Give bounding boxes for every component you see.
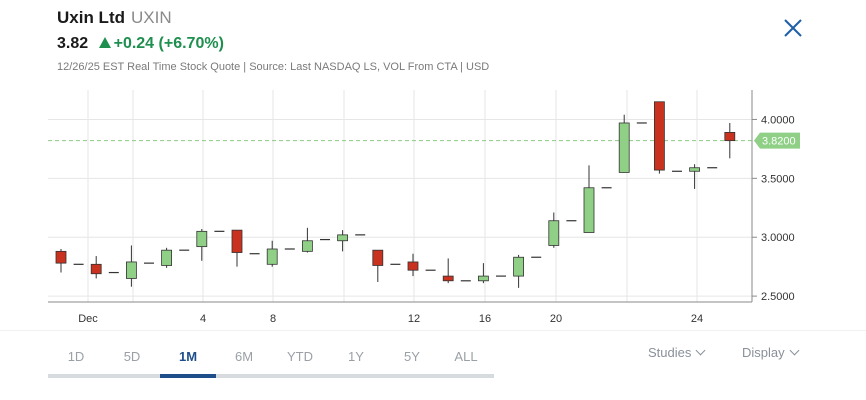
tab-1m[interactable]: 1M [178,349,198,364]
x-tick-label: 4 [200,313,206,325]
candle-up[interactable] [196,230,208,248]
display-label: Display [742,345,785,360]
candle-down[interactable] [407,261,419,271]
current-price-tag [754,132,800,149]
candle-up[interactable] [548,220,560,246]
footer-divider [0,330,866,331]
y-tick-label: 4.0000 [761,114,795,126]
candle-up[interactable] [583,187,595,233]
candle-down[interactable] [372,249,384,266]
display-dropdown[interactable]: Display [742,345,800,360]
y-tick-label: 3.0000 [761,232,795,244]
candle-up[interactable] [689,167,700,172]
company-name: Uxin Ltd [57,8,125,27]
y-tick-label: 3.5000 [761,173,795,185]
studies-label: Studies [648,345,692,360]
chevron-down-icon [695,345,706,356]
tab-5d[interactable]: 5D [123,349,141,364]
x-tick-label: 8 [270,313,276,325]
x-tick-label: 12 [408,313,420,325]
candlestick-chart[interactable]: 2.5000 3.0000 3.5000 4.0000 Dec 4 8 12 16 20 24 3.8… [0,0,866,335]
quote-meta: 12/26/25 EST Real Time Stock Quote | Sou… [57,61,490,73]
range-tabs: 1D 5D 1M 6M YTD 1Y 5Y ALL [48,342,494,378]
candle-down[interactable] [231,229,243,253]
candle-up[interactable] [266,248,278,265]
tabs-track [48,374,494,378]
tab-1d[interactable]: 1D [67,349,85,364]
current-price-tag-label: 3.8200 [762,136,796,148]
price-change-text: +0.24 (+6.70%) [113,35,224,52]
tab-all[interactable]: ALL [454,349,478,364]
candle-up[interactable] [337,234,349,242]
candle-down[interactable] [55,250,67,264]
x-tick-label: Dec [78,313,98,325]
last-price: 3.82 [57,35,89,52]
tab-6m[interactable]: 6M [234,349,254,364]
candle-up[interactable] [513,256,524,277]
tab-5y[interactable]: 5Y [404,349,420,364]
candle-up[interactable] [301,240,313,252]
triangle-up-icon [98,37,111,48]
candle-up[interactable] [618,122,630,173]
tab-1y[interactable]: 1Y [348,349,364,364]
ticker-symbol: UXIN [131,8,172,27]
x-tick-label: 24 [691,313,703,325]
active-tab-indicator [160,374,216,378]
price-row: 3.82 +0.24 (+6.70%) [57,34,489,54]
close-icon[interactable] [782,17,804,39]
candle-up[interactable] [161,249,173,266]
title-row: Uxin Ltd UXIN [57,8,489,28]
candle-down[interactable] [724,131,736,142]
y-tick-label: 2.5000 [761,291,795,303]
candle-up[interactable] [477,275,489,282]
x-tick-label: 20 [550,313,562,325]
tab-ytd[interactable]: YTD [287,349,313,364]
candle-down[interactable] [90,263,102,275]
candle-up[interactable] [126,261,137,279]
studies-dropdown[interactable]: Studies [648,345,706,360]
quote-header: Uxin Ltd UXIN 3.82 +0.24 (+6.70%) 12/26/2… [57,8,489,74]
candle-down[interactable] [442,275,454,282]
price-change: +0.24 (+6.70%) [98,35,224,52]
chevron-down-icon [789,345,800,356]
x-tick-label: 16 [479,313,491,325]
candle-down[interactable] [654,101,665,171]
